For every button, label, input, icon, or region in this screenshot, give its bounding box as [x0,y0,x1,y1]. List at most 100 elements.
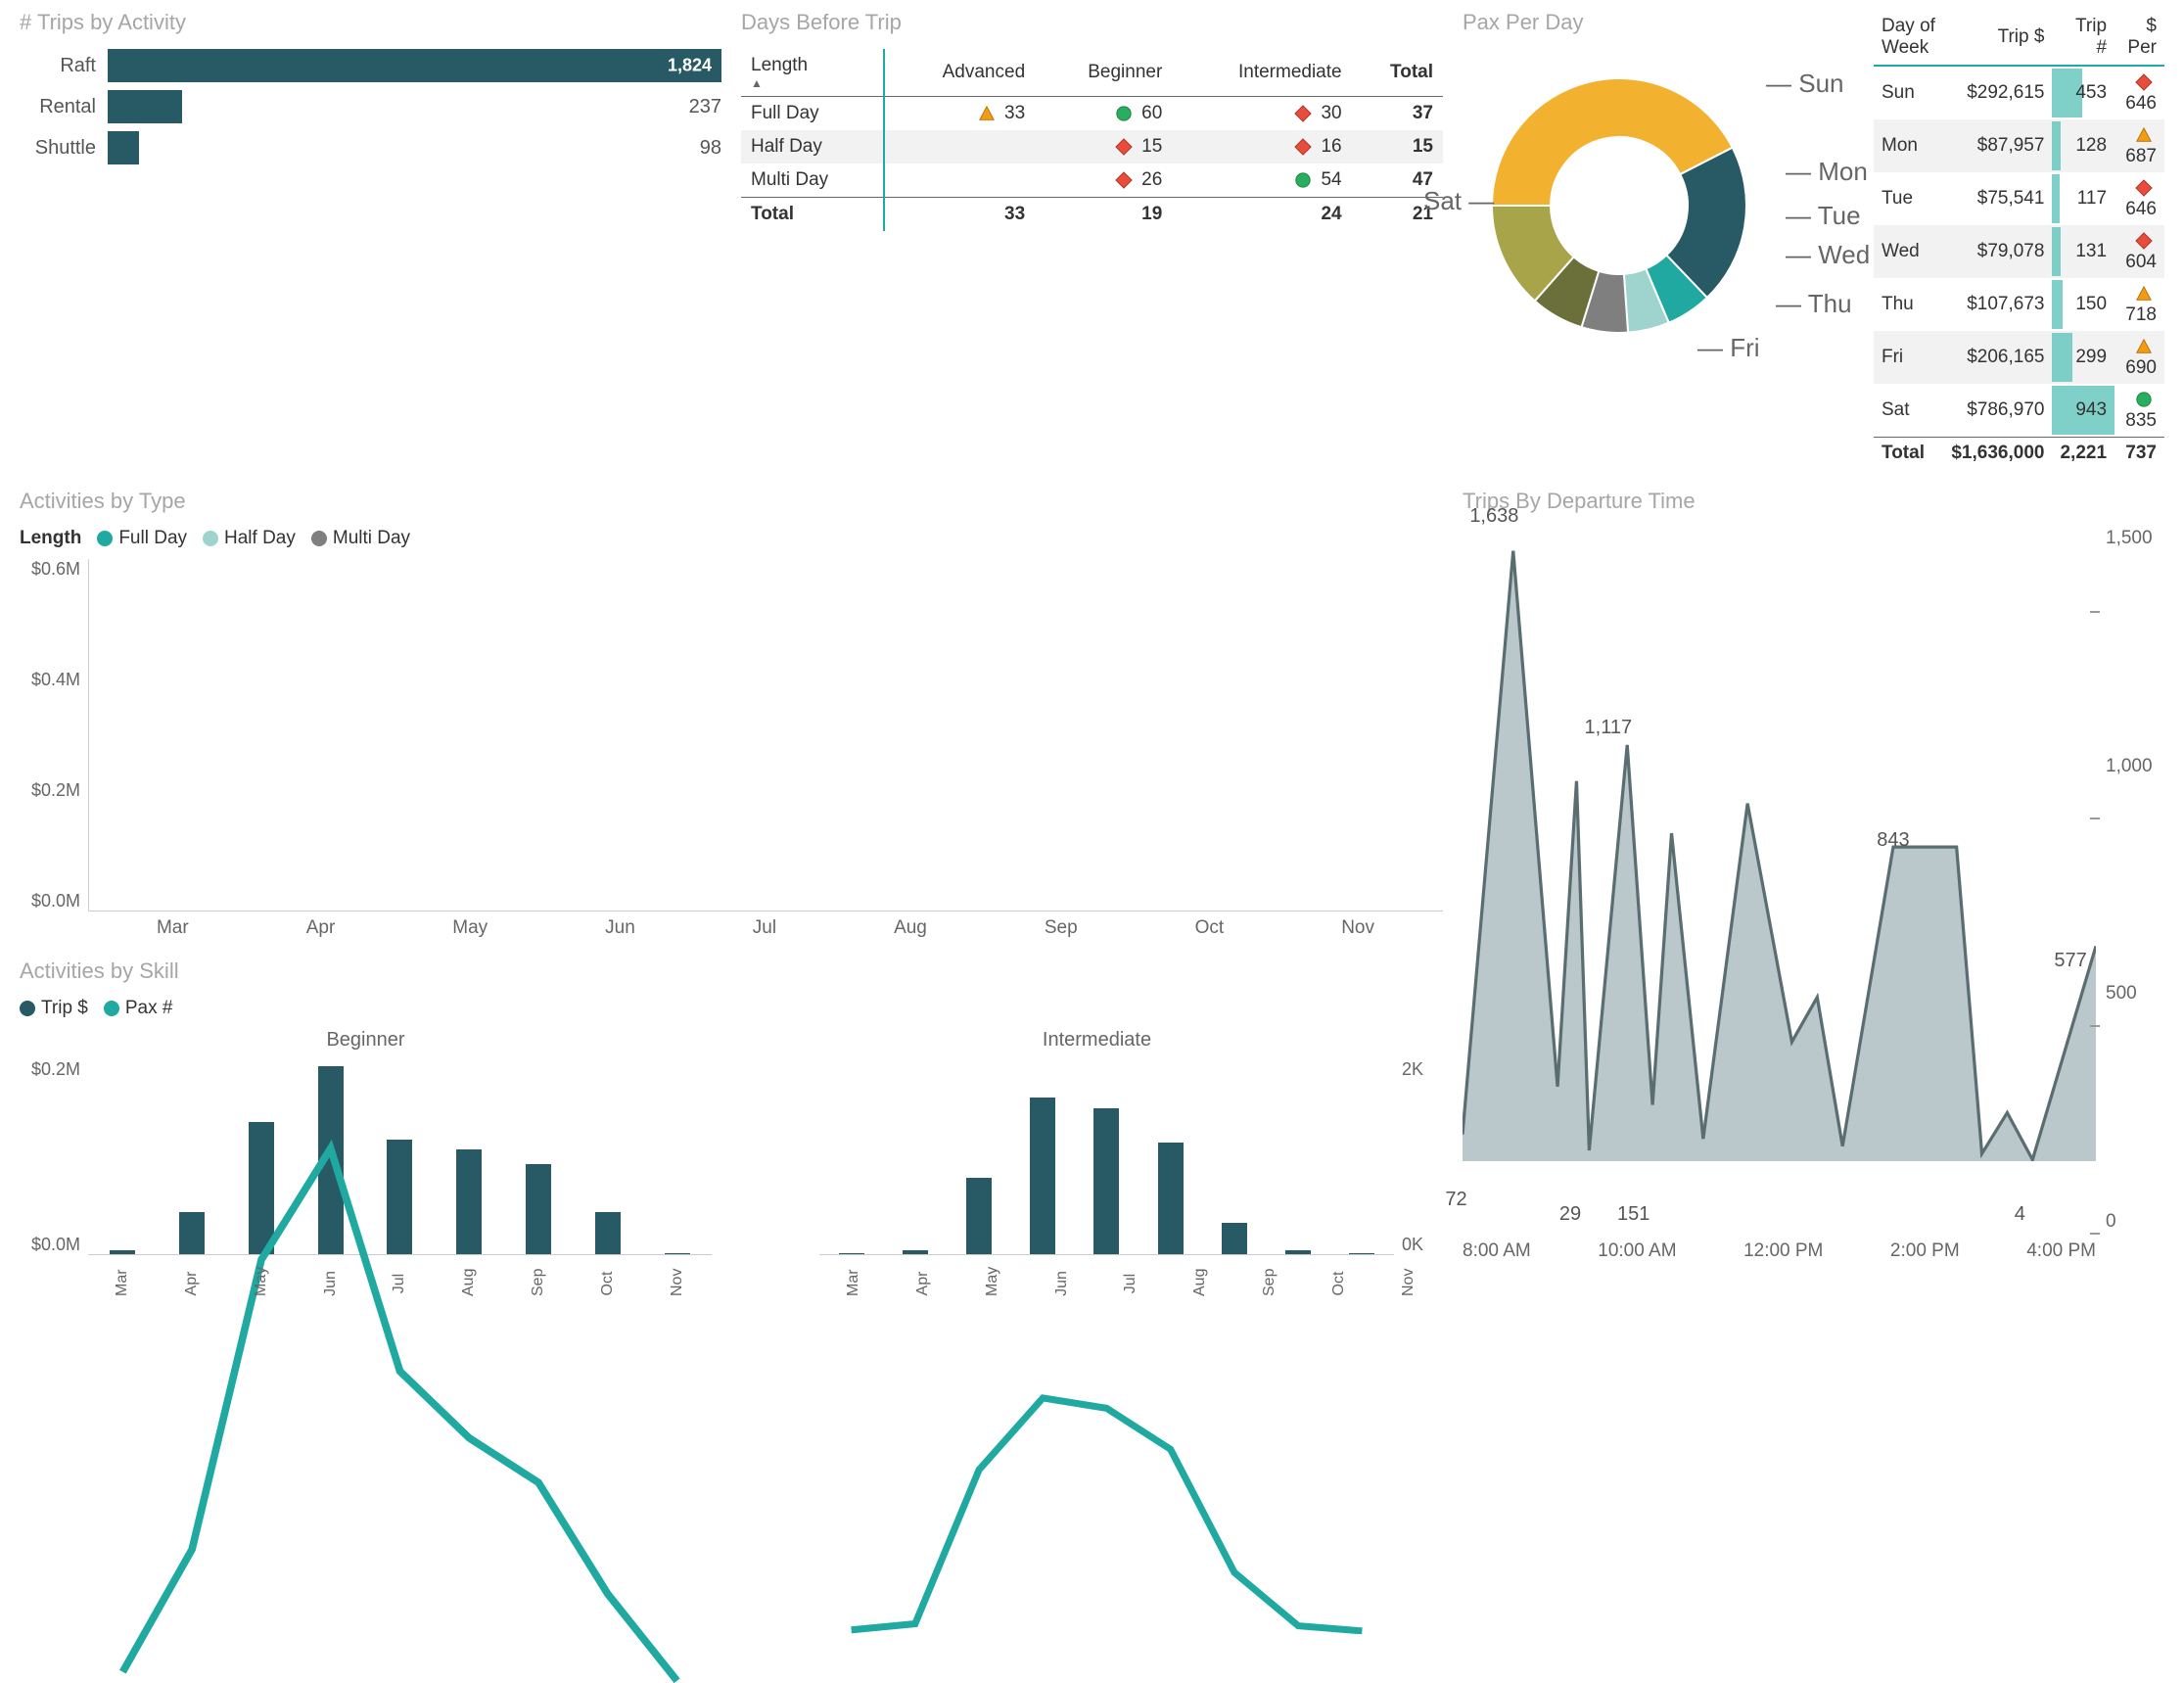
x-axis: 8:00 AM10:00 AM12:00 PM2:00 PM4:00 PM [1463,1240,2164,1262]
table-row[interactable]: Fri $206,165 299 690 [1874,331,2164,384]
small-multiples[interactable]: Beginner $0.2M$0.0M MarAprMayJunJulAugSe… [20,1029,1443,1292]
y-tick: $0.2M [20,780,80,801]
advanced-cell: 33 [884,97,1035,131]
day-cell: Fri [1874,331,1943,384]
donut-label: Sat — [1423,186,1494,216]
x-tick: Sep [1045,917,1078,939]
legend-title: Length [20,528,81,549]
diamond-icon [2135,73,2153,91]
table-header[interactable]: Total [1352,49,1443,97]
legend-item[interactable]: Pax # [104,998,173,1019]
circle-icon [1294,171,1312,189]
diamond-icon [1115,171,1133,189]
table-row[interactable]: Wed $79,078 131 604 [1874,225,2164,278]
x-tick: Apr [306,917,336,939]
line-series[interactable] [122,1148,676,1681]
table-header[interactable]: $ Per [2114,10,2164,66]
circle-icon [2135,391,2153,408]
y-tick: 500 [2106,983,2164,1005]
per-cell: 646 [2114,66,2164,119]
legend-item[interactable]: Full Day [97,528,187,549]
hbar-row[interactable]: Shuttle 98 [20,131,721,164]
x-tick: 10:00 AM [1598,1240,1676,1262]
x-tick: 12:00 PM [1743,1240,1823,1262]
legend-item[interactable]: Trip $ [20,998,88,1019]
trip-dollar-cell: $292,615 [1943,66,2052,119]
donut-chart[interactable]: Sat —— Sun— Mon— Tue— Wed— Thu— Fri [1463,49,1874,362]
diamond-icon [2135,232,2153,250]
panel-title: Activities by Type [20,489,1443,514]
hbar-row[interactable]: Rental 237 [20,90,721,123]
table-header[interactable]: Length▲ [741,49,884,97]
hbar-chart[interactable]: Raft 1,824 Rental 237 Shuttle 98 [20,49,721,164]
trip-dollar-cell: $206,165 [1943,331,2052,384]
table-row[interactable]: Tue $75,541 117 646 [1874,172,2164,225]
trip-num-cell: 131 [2052,225,2114,278]
legend: Length Full Day Half Day Multi Day [20,528,1443,549]
advanced-cell [884,164,1035,198]
area-chart[interactable]: 721,638291,1171518434577 1,5001,0005000 [1463,528,2164,1233]
y-tick: $0.6M [20,559,80,580]
x-tick: 2:00 PM [1890,1240,1960,1262]
triangle-icon [978,105,996,122]
donut-label: — Mon [1786,157,1868,187]
diamond-icon [2135,179,2153,197]
y-tick: $0.4M [20,670,80,690]
data-label: 577 [2054,950,2086,972]
line-series[interactable] [852,1398,1363,1631]
circle-icon [1115,105,1133,122]
table-row[interactable]: Sat $786,970 943 835 [1874,384,2164,438]
panel-title: Activities by Skill [20,958,1443,984]
skill-title: Intermediate [751,1029,1443,1052]
table-row[interactable]: Full Day 33 60 30 37 [741,97,1443,131]
table-row[interactable]: Half Day 15 16 15 [741,130,1443,164]
combo-chart[interactable] [88,1059,712,1255]
legend-item[interactable]: Half Day [203,528,296,549]
panel-title: Pax Per Day [1463,10,1874,35]
data-label: 72 [1445,1189,1466,1211]
table-header[interactable]: Intermediate [1172,49,1351,97]
table-total-row: Total$1,636,0002,221737 [1874,438,2164,470]
per-cell: 718 [2114,278,2164,331]
table-header[interactable]: Trip $ [1943,10,2052,66]
legend-label: Trip $ [41,998,88,1019]
trip-num-cell: 453 [2052,66,2114,119]
trip-num-cell: 128 [2052,119,2114,172]
data-label: 843 [1877,829,1909,852]
triangle-icon [2135,285,2153,303]
x-axis: MarAprMayJunJulAugSepOctNov [88,917,1443,939]
length-cell: Half Day [741,130,884,164]
table-header[interactable]: Advanced [884,49,1035,97]
donut-label: — Wed [1786,240,1870,270]
x-tick: 4:00 PM [2026,1240,2096,1262]
table-header[interactable]: Beginner [1035,49,1172,97]
hbar-row[interactable]: Raft 1,824 [20,49,721,82]
trip-num-cell: 150 [2052,278,2114,331]
table-header[interactable]: Trip # [2052,10,2114,66]
data-label: 151 [1617,1203,1650,1226]
table-header[interactable]: Day of Week [1874,10,1943,66]
stacked-bar-chart[interactable]: $0.6M$0.4M$0.2M$0.0M [20,559,1443,912]
intermediate-cell: 54 [1172,164,1351,198]
pax-per-day-panel: Pax Per Day Sat —— Sun— Mon— Tue— Wed— T… [1463,10,2164,469]
trips-by-departure-panel: Trips By Departure Time 721,638291,11715… [1463,489,2164,1292]
table-row[interactable]: Mon $87,957 128 687 [1874,119,2164,172]
legend: Trip $ Pax # [20,998,1443,1019]
day-of-week-table[interactable]: Day of WeekTrip $Trip #$ Per Sun $292,61… [1874,10,2164,469]
skill-panel: Beginner $0.2M$0.0M MarAprMayJunJulAugSe… [20,1029,712,1292]
y-tick: 1,000 [2106,756,2164,777]
hbar-value: 98 [700,137,721,160]
combo-chart[interactable] [819,1059,1394,1255]
day-cell: Tue [1874,172,1943,225]
days-before-table[interactable]: Length▲AdvancedBeginnerIntermediateTotal… [741,49,1443,231]
legend-item[interactable]: Multi Day [311,528,410,549]
table-row[interactable]: Thu $107,673 150 718 [1874,278,2164,331]
table-row[interactable]: Multi Day 26 54 47 [741,164,1443,198]
x-tick: Nov [1341,917,1374,939]
table-row[interactable]: Sun $292,615 453 646 [1874,66,2164,119]
data-label: 4 [2015,1203,2025,1226]
y-tick: 1,500 [2106,528,2164,549]
x-tick: Oct [1195,917,1225,939]
diamond-icon [1294,105,1312,122]
data-label: 29 [1559,1203,1581,1226]
